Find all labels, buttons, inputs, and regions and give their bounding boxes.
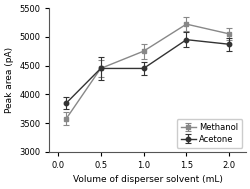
- X-axis label: Volume of disperser solvent (mL): Volume of disperser solvent (mL): [73, 175, 222, 184]
- Legend: Methanol, Acetone: Methanol, Acetone: [176, 119, 241, 148]
- Y-axis label: Peak area (pA): Peak area (pA): [4, 47, 14, 113]
